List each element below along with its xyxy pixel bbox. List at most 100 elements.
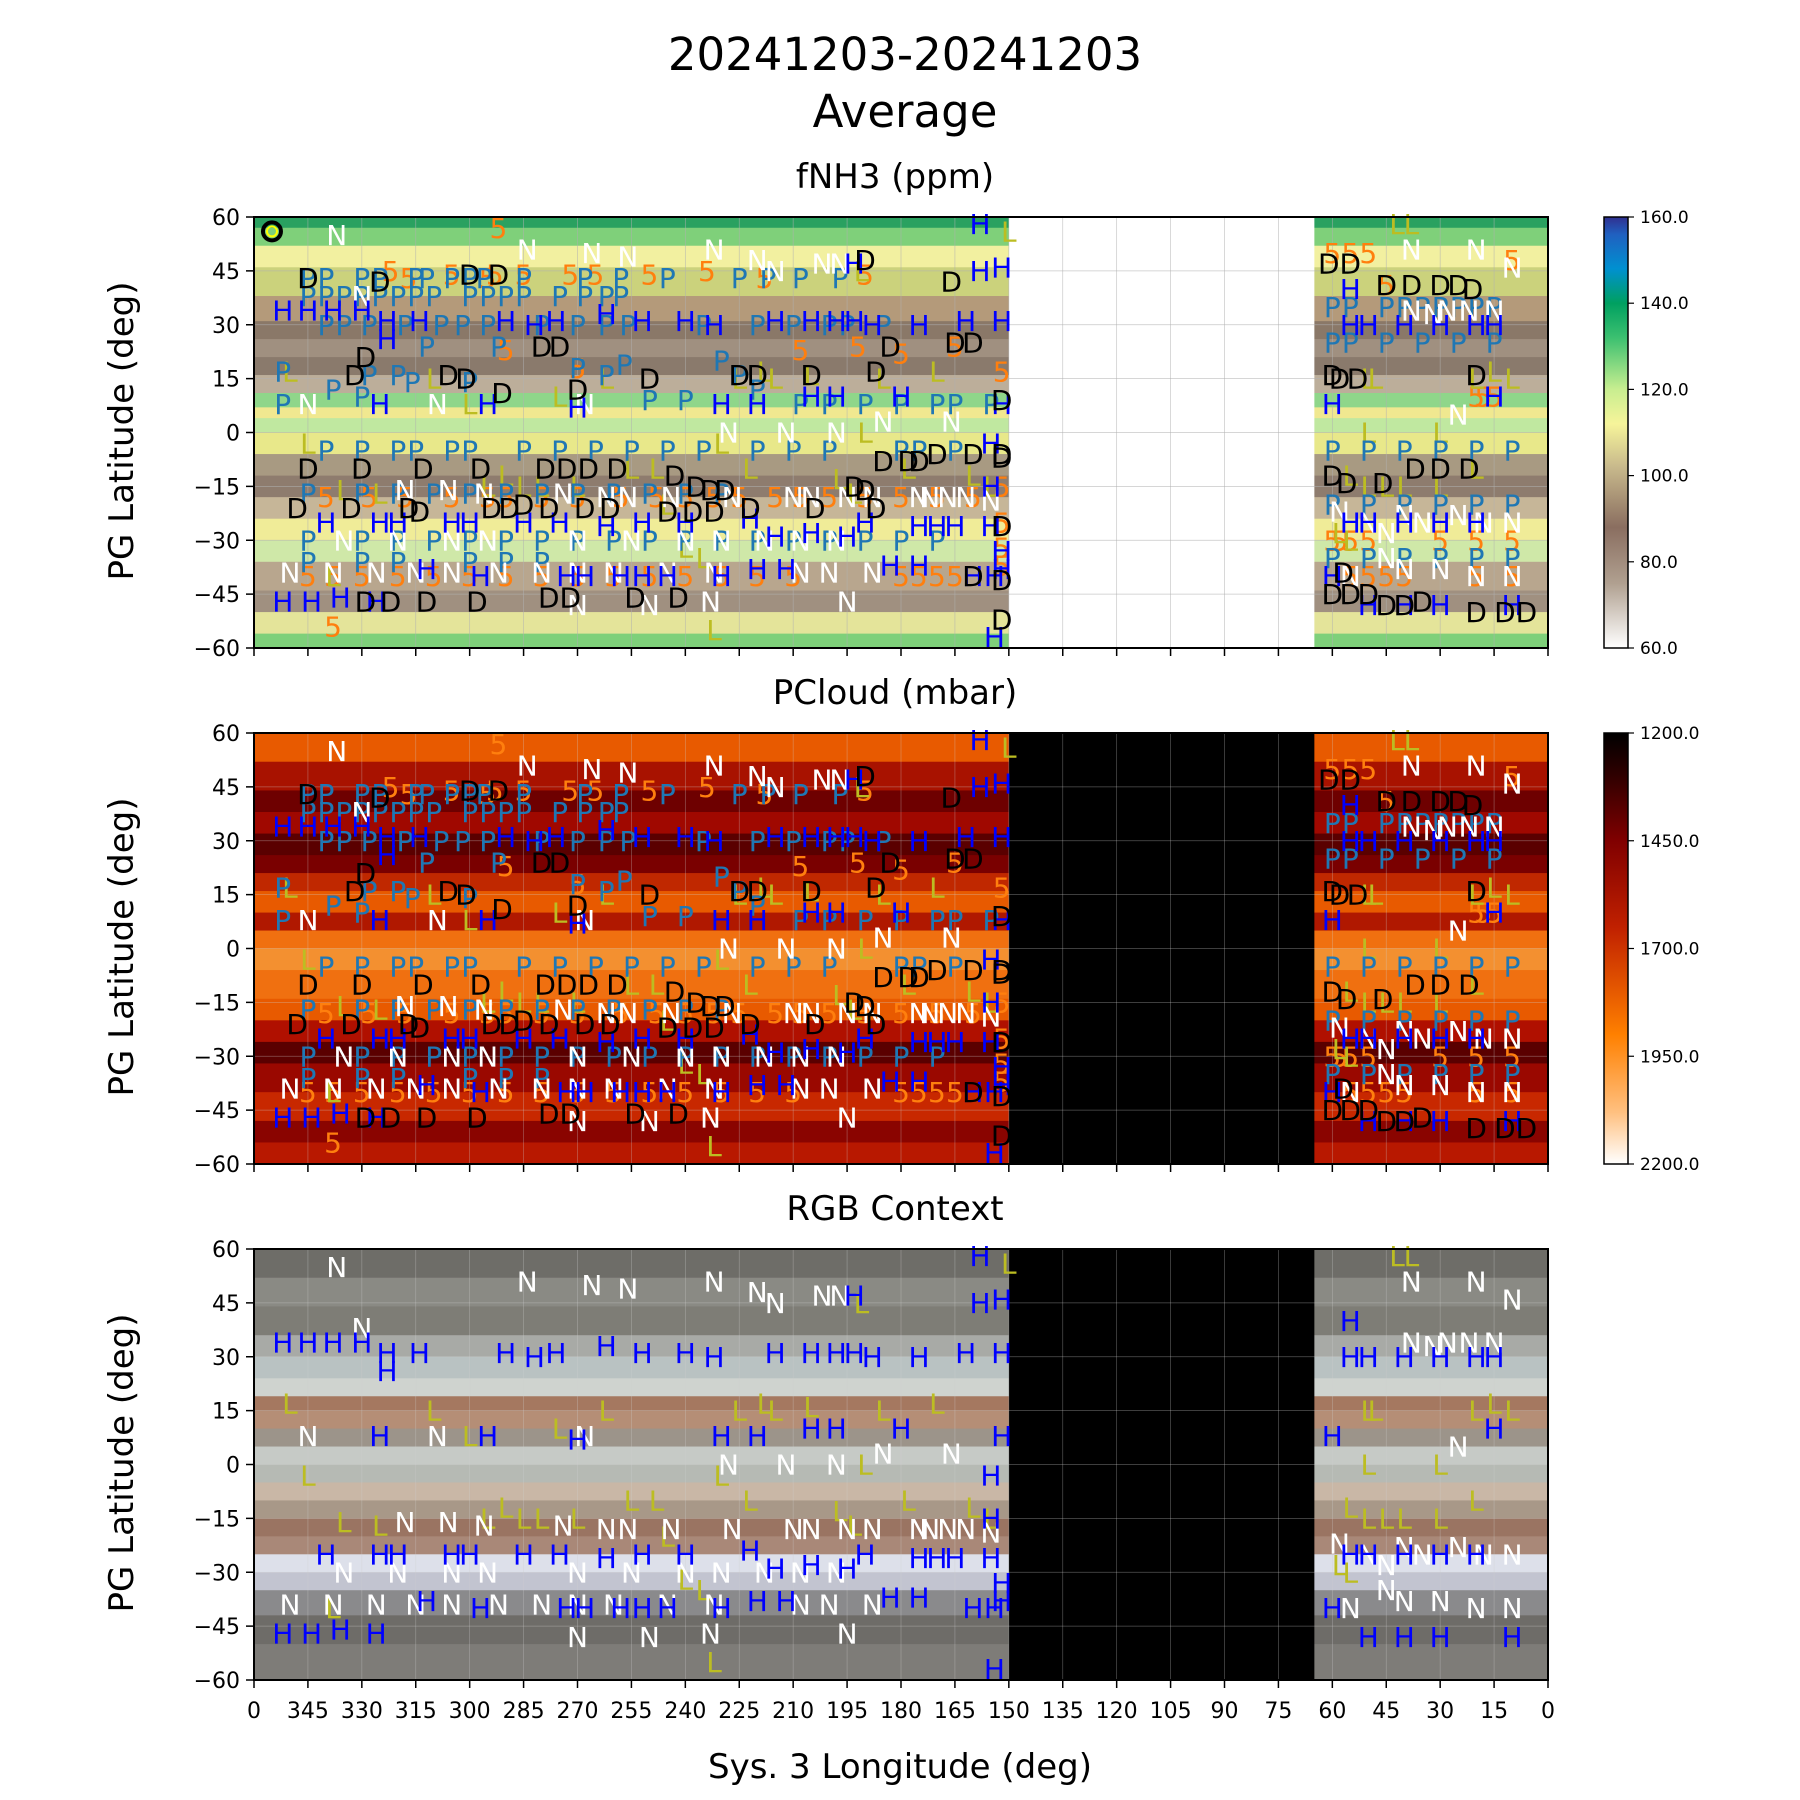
feature-marker-five: 5 [791, 850, 809, 883]
feature-marker-n: N [1376, 542, 1397, 575]
feature-marker-l: L [713, 427, 729, 460]
feature-marker-five: 5 [497, 997, 515, 1030]
feature-marker-n: N [1466, 233, 1487, 266]
feature-marker-h: H [991, 251, 1012, 284]
feature-marker-n: N [581, 1269, 602, 1302]
feature-marker-p: P [1504, 1058, 1521, 1091]
feature-marker-h: H [1340, 1305, 1361, 1338]
feature-marker-n: N [660, 997, 681, 1030]
colorbar-tick-label: 1200.0 [1640, 724, 1699, 744]
x-tick-label: 180 [880, 1699, 922, 1724]
feature-marker-h: H [862, 309, 883, 342]
feature-marker-five: 5 [479, 997, 497, 1030]
y-tick-label: 60 [212, 206, 240, 231]
feature-marker-p: P [749, 889, 766, 922]
feature-marker-h: H [801, 1549, 822, 1582]
feature-marker-five: 5 [748, 1076, 766, 1109]
feature-marker-h: H [524, 309, 545, 342]
feature-marker-h: H [862, 1341, 883, 1374]
feature-marker-five: 5 [993, 871, 1011, 904]
feature-marker-l: L [1332, 1549, 1348, 1582]
location-circle [260, 220, 283, 243]
feature-marker-p: P [533, 1040, 550, 1073]
feature-marker-p: P [1324, 1058, 1341, 1091]
feature-marker-five: 5 [640, 1076, 658, 1109]
feature-marker-p: P [946, 904, 963, 937]
feature-marker-n: N [1401, 1265, 1422, 1298]
feature-marker-p: P [1504, 434, 1521, 467]
feature-marker-five: 5 [1474, 381, 1492, 414]
feature-marker-h: H [980, 986, 1001, 1019]
feature-marker-d: D [599, 492, 621, 525]
feature-marker-five: 5 [353, 1076, 371, 1109]
feature-marker-p: P [616, 348, 633, 381]
feature-marker-h: H [330, 582, 351, 615]
feature-marker-five: 5 [497, 560, 515, 593]
feature-marker-five: 5 [964, 481, 982, 514]
feature-marker-h: H [704, 825, 725, 858]
feature-marker-l: L [300, 427, 316, 460]
feature-marker-n: N [908, 481, 929, 514]
feature-marker-p: P [461, 262, 478, 295]
feature-marker-n: N [937, 997, 958, 1030]
feature-marker-l: L [1360, 986, 1376, 1019]
feature-marker-p: P [893, 524, 910, 557]
feature-marker-d: D [1429, 785, 1451, 818]
feature-marker-n: N [477, 524, 498, 557]
feature-marker-p: P [317, 434, 334, 467]
feature-marker-d: D [714, 990, 736, 1023]
feature-marker-n: N [366, 1589, 387, 1622]
feature-marker-d: D [639, 879, 661, 912]
feature-marker-l: L [757, 871, 773, 904]
feature-marker-l: L [1360, 363, 1376, 396]
feature-marker-l: L [696, 1574, 712, 1607]
feature-marker-five: 5 [712, 560, 730, 593]
feature-marker-n: N [1502, 1076, 1523, 1109]
feature-marker-h: H [301, 585, 322, 618]
feature-marker-d: D [804, 492, 826, 525]
feature-marker-h: H [632, 1076, 653, 1109]
feature-marker-d: D [567, 373, 589, 406]
feature-marker-h: H [657, 560, 678, 593]
feature-marker-d: D [700, 474, 722, 507]
feature-marker-n: N [711, 524, 732, 557]
feature-marker-h: H [409, 305, 430, 338]
feature-marker-p: P [569, 868, 586, 901]
feature-marker-n: N [427, 904, 448, 937]
feature-marker-five: 5 [676, 481, 694, 514]
feature-marker-h: H [765, 1553, 786, 1586]
feature-marker-p: P [389, 796, 406, 829]
feature-marker-p: P [389, 280, 406, 313]
feature-marker-l: L [696, 542, 712, 575]
feature-marker-l: L [846, 1510, 862, 1543]
feature-marker-h: H [596, 1330, 617, 1363]
feature-marker-five: 5 [928, 1076, 946, 1109]
feature-marker-d: D [1465, 596, 1487, 629]
feature-marker-l: L [1001, 731, 1017, 764]
feature-marker-d: D [624, 582, 646, 615]
feature-marker-l: L [1343, 460, 1359, 493]
feature-marker-d: D [1516, 1112, 1538, 1145]
feature-marker-five: 5 [910, 560, 928, 593]
feature-marker-p: P [598, 359, 615, 392]
feature-marker-d: D [297, 968, 319, 1001]
feature-marker-d: D [1375, 785, 1397, 818]
data-band [254, 1590, 1548, 1616]
feature-marker-p: P [353, 434, 370, 467]
feature-marker-p: P [389, 875, 406, 908]
feature-marker-p: P [479, 280, 496, 313]
feature-marker-p: P [461, 778, 478, 811]
feature-marker-p: P [317, 825, 334, 858]
feature-marker-h: H [984, 1076, 1005, 1109]
feature-marker-d: D [513, 1004, 535, 1037]
feature-marker-n: N [790, 1556, 811, 1589]
feature-marker-h: H [369, 388, 390, 421]
feature-marker-five: 5 [1474, 897, 1492, 930]
feature-marker-p: P [1468, 291, 1485, 324]
feature-marker-five: 5 [443, 258, 461, 291]
feature-marker-p: P [982, 388, 999, 421]
feature-marker-h: H [549, 506, 570, 539]
feature-marker-five: 5 [1395, 1076, 1413, 1109]
feature-marker-p: P [576, 262, 593, 295]
feature-marker-d: D [1458, 452, 1480, 485]
